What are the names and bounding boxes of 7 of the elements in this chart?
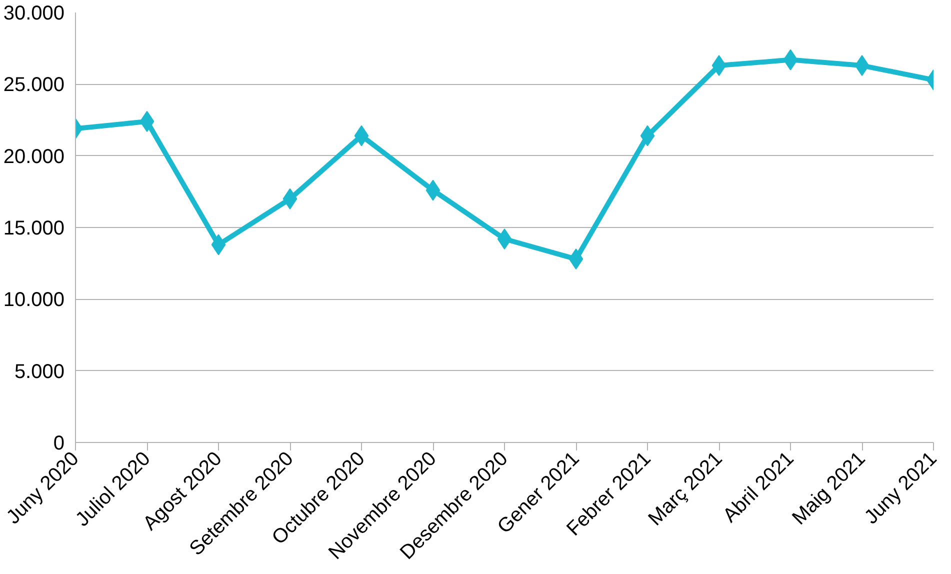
y-tick-label: 25.000 [3,74,64,96]
y-tick-label: 15.000 [3,218,64,240]
y-tick-label: 20.000 [3,146,64,168]
y-tick-label: 0 [53,432,64,454]
y-tick-label: 5.000 [14,360,65,383]
y-tick-label: 10.000 [3,289,64,312]
y-tick-label: 30.000 [3,2,64,24]
